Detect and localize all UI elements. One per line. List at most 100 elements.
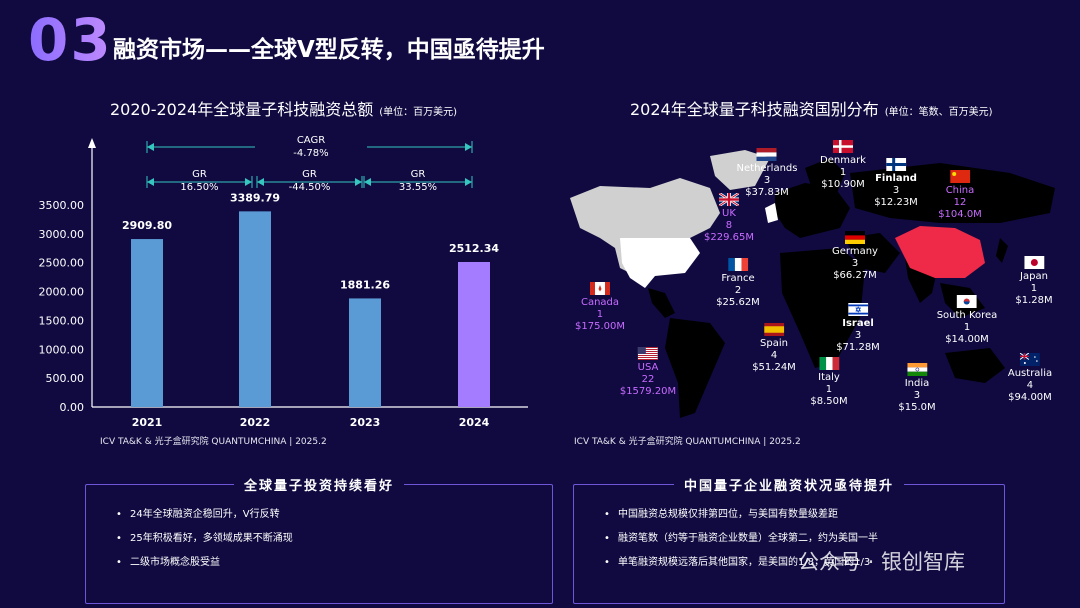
gr-label: GR: [411, 169, 426, 180]
south-america-shape: [665, 318, 725, 418]
country-name: Spain: [760, 338, 788, 349]
central-america-shape: [648, 288, 675, 318]
deal-amount: $37.83M: [745, 187, 789, 198]
chart-axes: [88, 138, 528, 408]
map-label-china: China 12 $104.0M: [938, 170, 982, 221]
india-flag: [906, 363, 927, 376]
x-tick-label: 2024: [459, 416, 490, 429]
map-label-japan: Japan 1 $1.28M: [1015, 256, 1053, 307]
deal-count: 1: [825, 384, 833, 395]
cagr-label: CAGR: [297, 135, 325, 146]
country-name: Germany: [832, 246, 878, 257]
deal-count: 4: [1026, 380, 1034, 391]
deal-amount: $1579.20M: [619, 386, 677, 397]
japan-flag: [1023, 256, 1044, 269]
right-chart-unit: (单位：笔数、百万美元): [884, 107, 993, 118]
arrow-head: [147, 178, 154, 186]
gr-label: GR: [302, 169, 317, 180]
germany-flag: [845, 231, 865, 244]
deal-amount: $51.24M: [752, 362, 796, 373]
x-tick-label: 2023: [350, 416, 381, 429]
deal-count: 3: [851, 258, 859, 269]
map-label-spain: Spain 4 $51.24M: [752, 323, 796, 374]
map-label-canada: Canada 1 $175.00M: [575, 282, 625, 333]
deal-amount: $14.00M: [945, 334, 989, 345]
left-chart-unit: (单位：百万美元): [379, 107, 458, 118]
usa-flag: [638, 347, 658, 360]
china-flag: [950, 170, 970, 183]
country-name: Italy: [818, 372, 840, 383]
y-tick-label: 500.00: [46, 372, 85, 385]
deal-amount: $229.65M: [704, 232, 754, 243]
russia-shape: [850, 163, 1055, 223]
country-name: Finland: [875, 173, 917, 184]
list-item: 中国融资总规模仅排第四位，与美国有数量级差距: [604, 509, 1004, 521]
bar-value-label: 2909.80: [122, 219, 172, 232]
greenland-shape: [710, 150, 770, 190]
denmark-flag: [833, 140, 853, 153]
deal-amount: $25.62M: [716, 297, 760, 308]
bars-group: 2909.80 2021 3389.79 2022 1881.26 2023 2512.34…: [122, 191, 499, 429]
left-chart-source: ICV TA&K & 光子盒研究院 QUANTUMCHINA | 2025.2: [100, 437, 327, 447]
gr-value: 33.55%: [399, 182, 437, 193]
list-item: 二级市场概念股受益: [116, 557, 552, 569]
deal-amount: $71.28M: [836, 342, 880, 353]
arrow-head: [245, 178, 252, 186]
deal-count: 3: [913, 390, 921, 401]
list-item: 融资笔数（约等于融资企业数量）全球第二，约为美国一半: [604, 533, 1004, 545]
left-panel-title: 全球量子投资持续看好: [233, 479, 404, 494]
country-name: Australia: [1007, 368, 1053, 379]
y-axis-ticks: 0.00 500.00 1000.00 1500.00 2000.00 2500.00 30…: [39, 199, 85, 414]
bar: [131, 239, 163, 407]
y-tick-label: 2000.00: [39, 286, 85, 299]
arrow-head: [465, 143, 472, 151]
map-label-uk: UK 8 $229.65M: [704, 193, 754, 244]
country-name: Netherlands: [736, 163, 798, 174]
deal-amount: $104.0M: [938, 209, 982, 220]
bar: [239, 211, 271, 407]
map-label-usa: USA 22 $1579.20M: [620, 347, 676, 398]
right-chart-title: 2024年全球量子科技融资国别分布 (单位：笔数、百万美元): [630, 96, 993, 120]
deal-count: 1: [1030, 283, 1038, 294]
bar-value-label: 1881.26: [340, 278, 390, 291]
deal-amount: $94.00M: [1008, 392, 1052, 403]
list-item: 25年积极看好，多领域成果不断涌现: [116, 533, 552, 545]
country-name: Denmark: [820, 155, 866, 166]
left-insight-panel: 全球量子投资持续看好 24年全球融资企稳回升，V行反转 25年积极看好，多领域成…: [85, 479, 553, 604]
section-number: 03: [28, 6, 113, 74]
right-insight-panel: 中国量子企业融资状况亟待提升 中国融资总规模仅排第四位，与美国有数量级差距 融资…: [573, 479, 1005, 604]
watermark: 公众号 · 银创智库: [798, 550, 966, 574]
deal-amount: $8.50M: [810, 396, 848, 407]
map-label-france: France 2 $25.62M: [716, 258, 760, 309]
map-label-south-korea: South Korea 1 $14.00M: [937, 295, 997, 346]
deal-amount: $10.90M: [821, 179, 865, 190]
deal-amount: $66.27M: [833, 270, 877, 281]
uk-shape: [765, 203, 778, 223]
gr-value: -44.50%: [289, 182, 331, 193]
arrow-head: [257, 178, 264, 186]
deal-count: 2: [734, 285, 742, 296]
israel-flag: [848, 303, 868, 316]
china-shape: [895, 226, 985, 278]
arrow-head: [364, 178, 371, 186]
y-tick-label: 3000.00: [39, 228, 85, 241]
y-tick-label: 2500.00: [39, 257, 85, 270]
y-tick-label: 1000.00: [39, 343, 85, 356]
right-panel-list: 中国融资总规模仅排第四位，与美国有数量级差距 融资笔数（约等于融资企业数量）全球…: [574, 485, 1004, 569]
left-panel-list: 24年全球融资企稳回升，V行反转 25年积极看好，多领域成果不断涌现 二级市场概…: [86, 485, 552, 569]
deal-amount: $1.28M: [1015, 295, 1053, 306]
bar: [349, 298, 381, 407]
korea-flag: [957, 295, 977, 308]
x-tick-label: 2021: [132, 416, 163, 429]
japan-shape: [996, 238, 1008, 263]
right-panel-title: 中国量子企业融资状况亟待提升: [673, 479, 904, 494]
world-map: [570, 150, 1055, 418]
deal-count: 22: [641, 374, 655, 385]
deal-amount: $12.23M: [874, 197, 918, 208]
deal-count: 12: [953, 197, 967, 208]
y-axis-arrow: [88, 138, 96, 148]
deal-count: 3: [892, 185, 900, 196]
deal-count: 4: [770, 350, 778, 361]
right-chart-title-text: 2024年全球量子科技融资国别分布: [630, 100, 879, 119]
africa-shape: [780, 248, 865, 368]
